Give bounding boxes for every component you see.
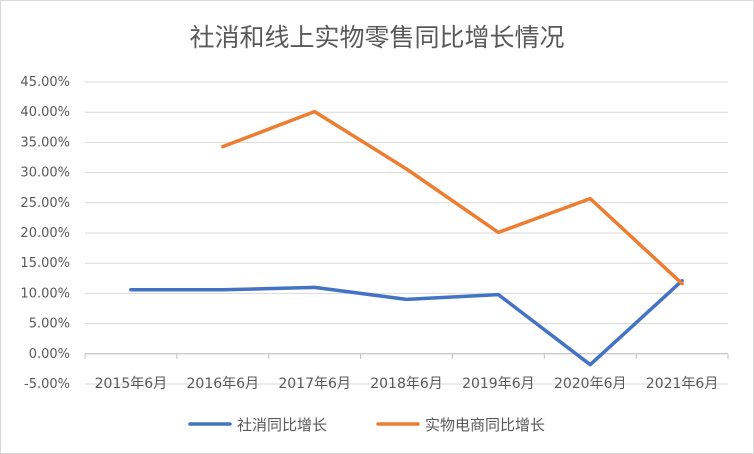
x-tick-label: 2018年6月 (370, 376, 443, 392)
x-tick-label: 2017年6月 (278, 376, 351, 392)
legend-label: 社消同比增长 (237, 416, 327, 434)
legend-label: 实物电商同比增长 (425, 416, 545, 434)
y-tick-label: 45.00% (20, 75, 70, 90)
x-tick-label: 2020年6月 (554, 376, 627, 392)
y-tick-label: 35.00% (20, 135, 70, 150)
chart-title: 社消和线上实物零售同比增长情况 (189, 23, 565, 52)
y-tick-label: 30.00% (20, 166, 70, 181)
x-tick-label: 2015年6月 (95, 376, 168, 392)
x-tick-label: 2021年6月 (646, 376, 719, 392)
y-tick-label: 15.00% (20, 256, 70, 271)
y-tick-label: 40.00% (20, 105, 70, 120)
y-tick-label: 25.00% (20, 196, 70, 211)
y-tick-label: -5.00% (24, 377, 70, 392)
y-tick-label: 10.00% (20, 286, 70, 301)
series-line-2 (221, 109, 684, 286)
y-tick-label: 5.00% (29, 317, 70, 332)
y-tick-label: 20.00% (20, 226, 70, 241)
x-tick-label: 2019年6月 (462, 376, 535, 392)
x-tick-label: 2016年6月 (187, 376, 260, 392)
y-tick-label: 0.00% (29, 347, 70, 362)
